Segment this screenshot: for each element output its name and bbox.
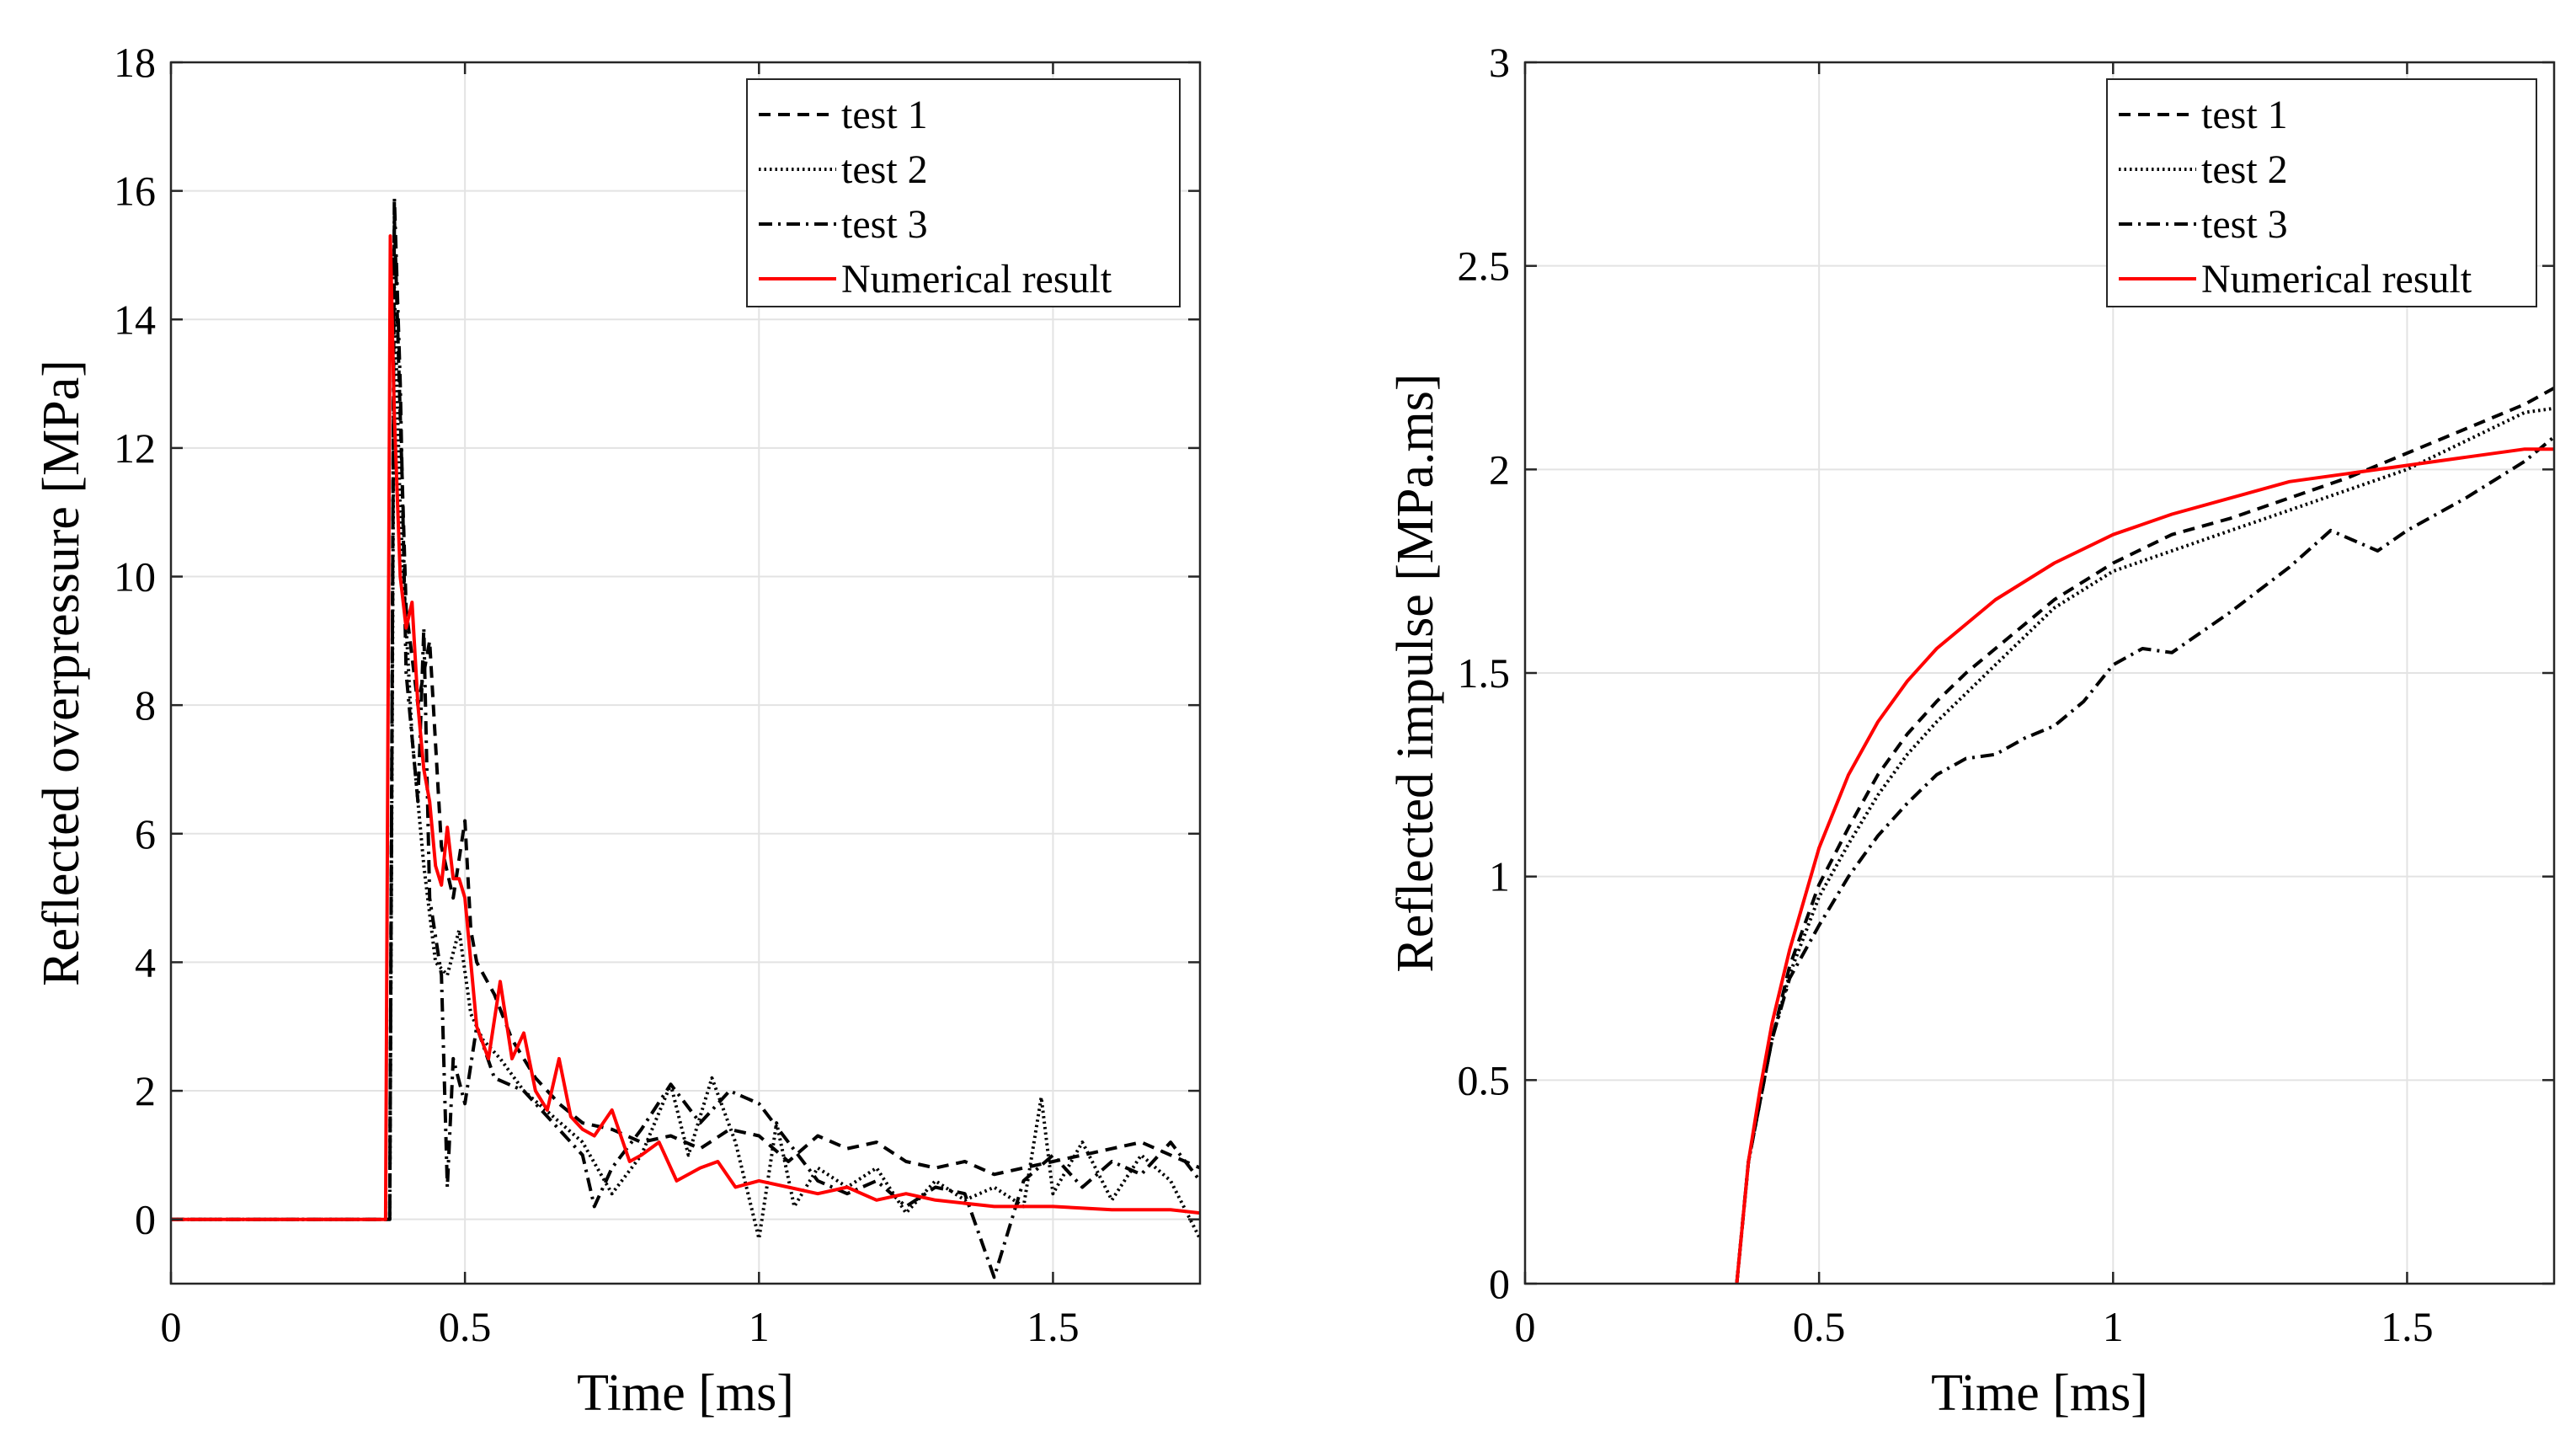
- legend-label-2: test 2: [2201, 147, 2288, 192]
- y-tick-label: 0: [1489, 1260, 1510, 1307]
- legend-label-3: test 3: [841, 202, 928, 247]
- legend-label-2: test 2: [841, 147, 928, 192]
- y-tick-label: 10: [114, 553, 156, 601]
- y-tick-label: 3: [1489, 39, 1510, 86]
- series-line-1: [171, 215, 1200, 1221]
- x-axis-label: Time [ms]: [577, 1365, 794, 1422]
- legend-label-3: test 3: [2201, 202, 2288, 247]
- x-tick-label: 1: [749, 1303, 770, 1350]
- legend-label-4: Numerical result: [2201, 257, 2472, 302]
- x-axis-label: Time [ms]: [1931, 1365, 2148, 1422]
- series-group: [1735, 386, 2554, 1284]
- x-tick-label: 1: [2103, 1303, 2124, 1350]
- x-tick-label: 0: [1515, 1303, 1536, 1350]
- y-tick-label: 8: [135, 681, 156, 729]
- y-tick-label: 16: [114, 168, 156, 215]
- y-tick-label: 1: [1489, 853, 1510, 900]
- y-tick-label: 4: [135, 938, 156, 985]
- axes-box: [169, 61, 1202, 1285]
- legend: test 1 test 2 test 3 Numerical result: [2106, 78, 2537, 307]
- legend-label-1: test 1: [2201, 93, 2288, 137]
- x-tick-label: 0.5: [439, 1303, 492, 1350]
- y-tick-label: 1.5: [1458, 649, 1511, 697]
- legend-label-4: Numerical result: [841, 257, 1112, 302]
- legend-box: [2106, 78, 2537, 307]
- y-tick-label: 2.5: [1458, 243, 1511, 290]
- y-tick-label: 12: [114, 425, 156, 472]
- y-axis-label: Reflected overpressure [MPa]: [33, 360, 90, 986]
- legend-box: [746, 78, 1181, 307]
- chart-2: 0 0.5 1 1.5 0 0.5 1 1.5 2 2.5 3 Time [ms] Reflected …: [1387, 39, 2556, 1422]
- y-axis-label: Reflected impulse [MPa.ms]: [1387, 373, 1444, 972]
- series-line-4: [171, 234, 1200, 1221]
- x-tick-label: 1.5: [1027, 1303, 1080, 1350]
- y-tick-label: 0: [135, 1196, 156, 1243]
- y-tick-label: 6: [135, 810, 156, 857]
- chart-1: 0 0.5 1 1.5 0 2 4 6 8 10 12 14 16 18 Time [ms] Reflecte…: [33, 39, 1202, 1422]
- y-tick-label: 18: [114, 39, 156, 86]
- y-tick-label: 0.5: [1458, 1056, 1511, 1103]
- series-group: [171, 195, 1200, 1279]
- x-tick-label: 1.5: [2381, 1303, 2434, 1350]
- y-tick-label: 2: [1489, 446, 1510, 493]
- y-tick-label: 14: [114, 296, 156, 343]
- series-line-1: [1735, 386, 2554, 1284]
- legend-label-1: test 1: [841, 93, 928, 137]
- series-line-4: [1735, 447, 2554, 1284]
- y-tick-label: 2: [135, 1067, 156, 1114]
- series-line-3: [1735, 435, 2554, 1284]
- legend: test 1 test 2 test 3 Numerical result: [746, 78, 1181, 307]
- x-tick-label: 0.5: [1793, 1303, 1846, 1350]
- x-tick-label: 0: [161, 1303, 182, 1350]
